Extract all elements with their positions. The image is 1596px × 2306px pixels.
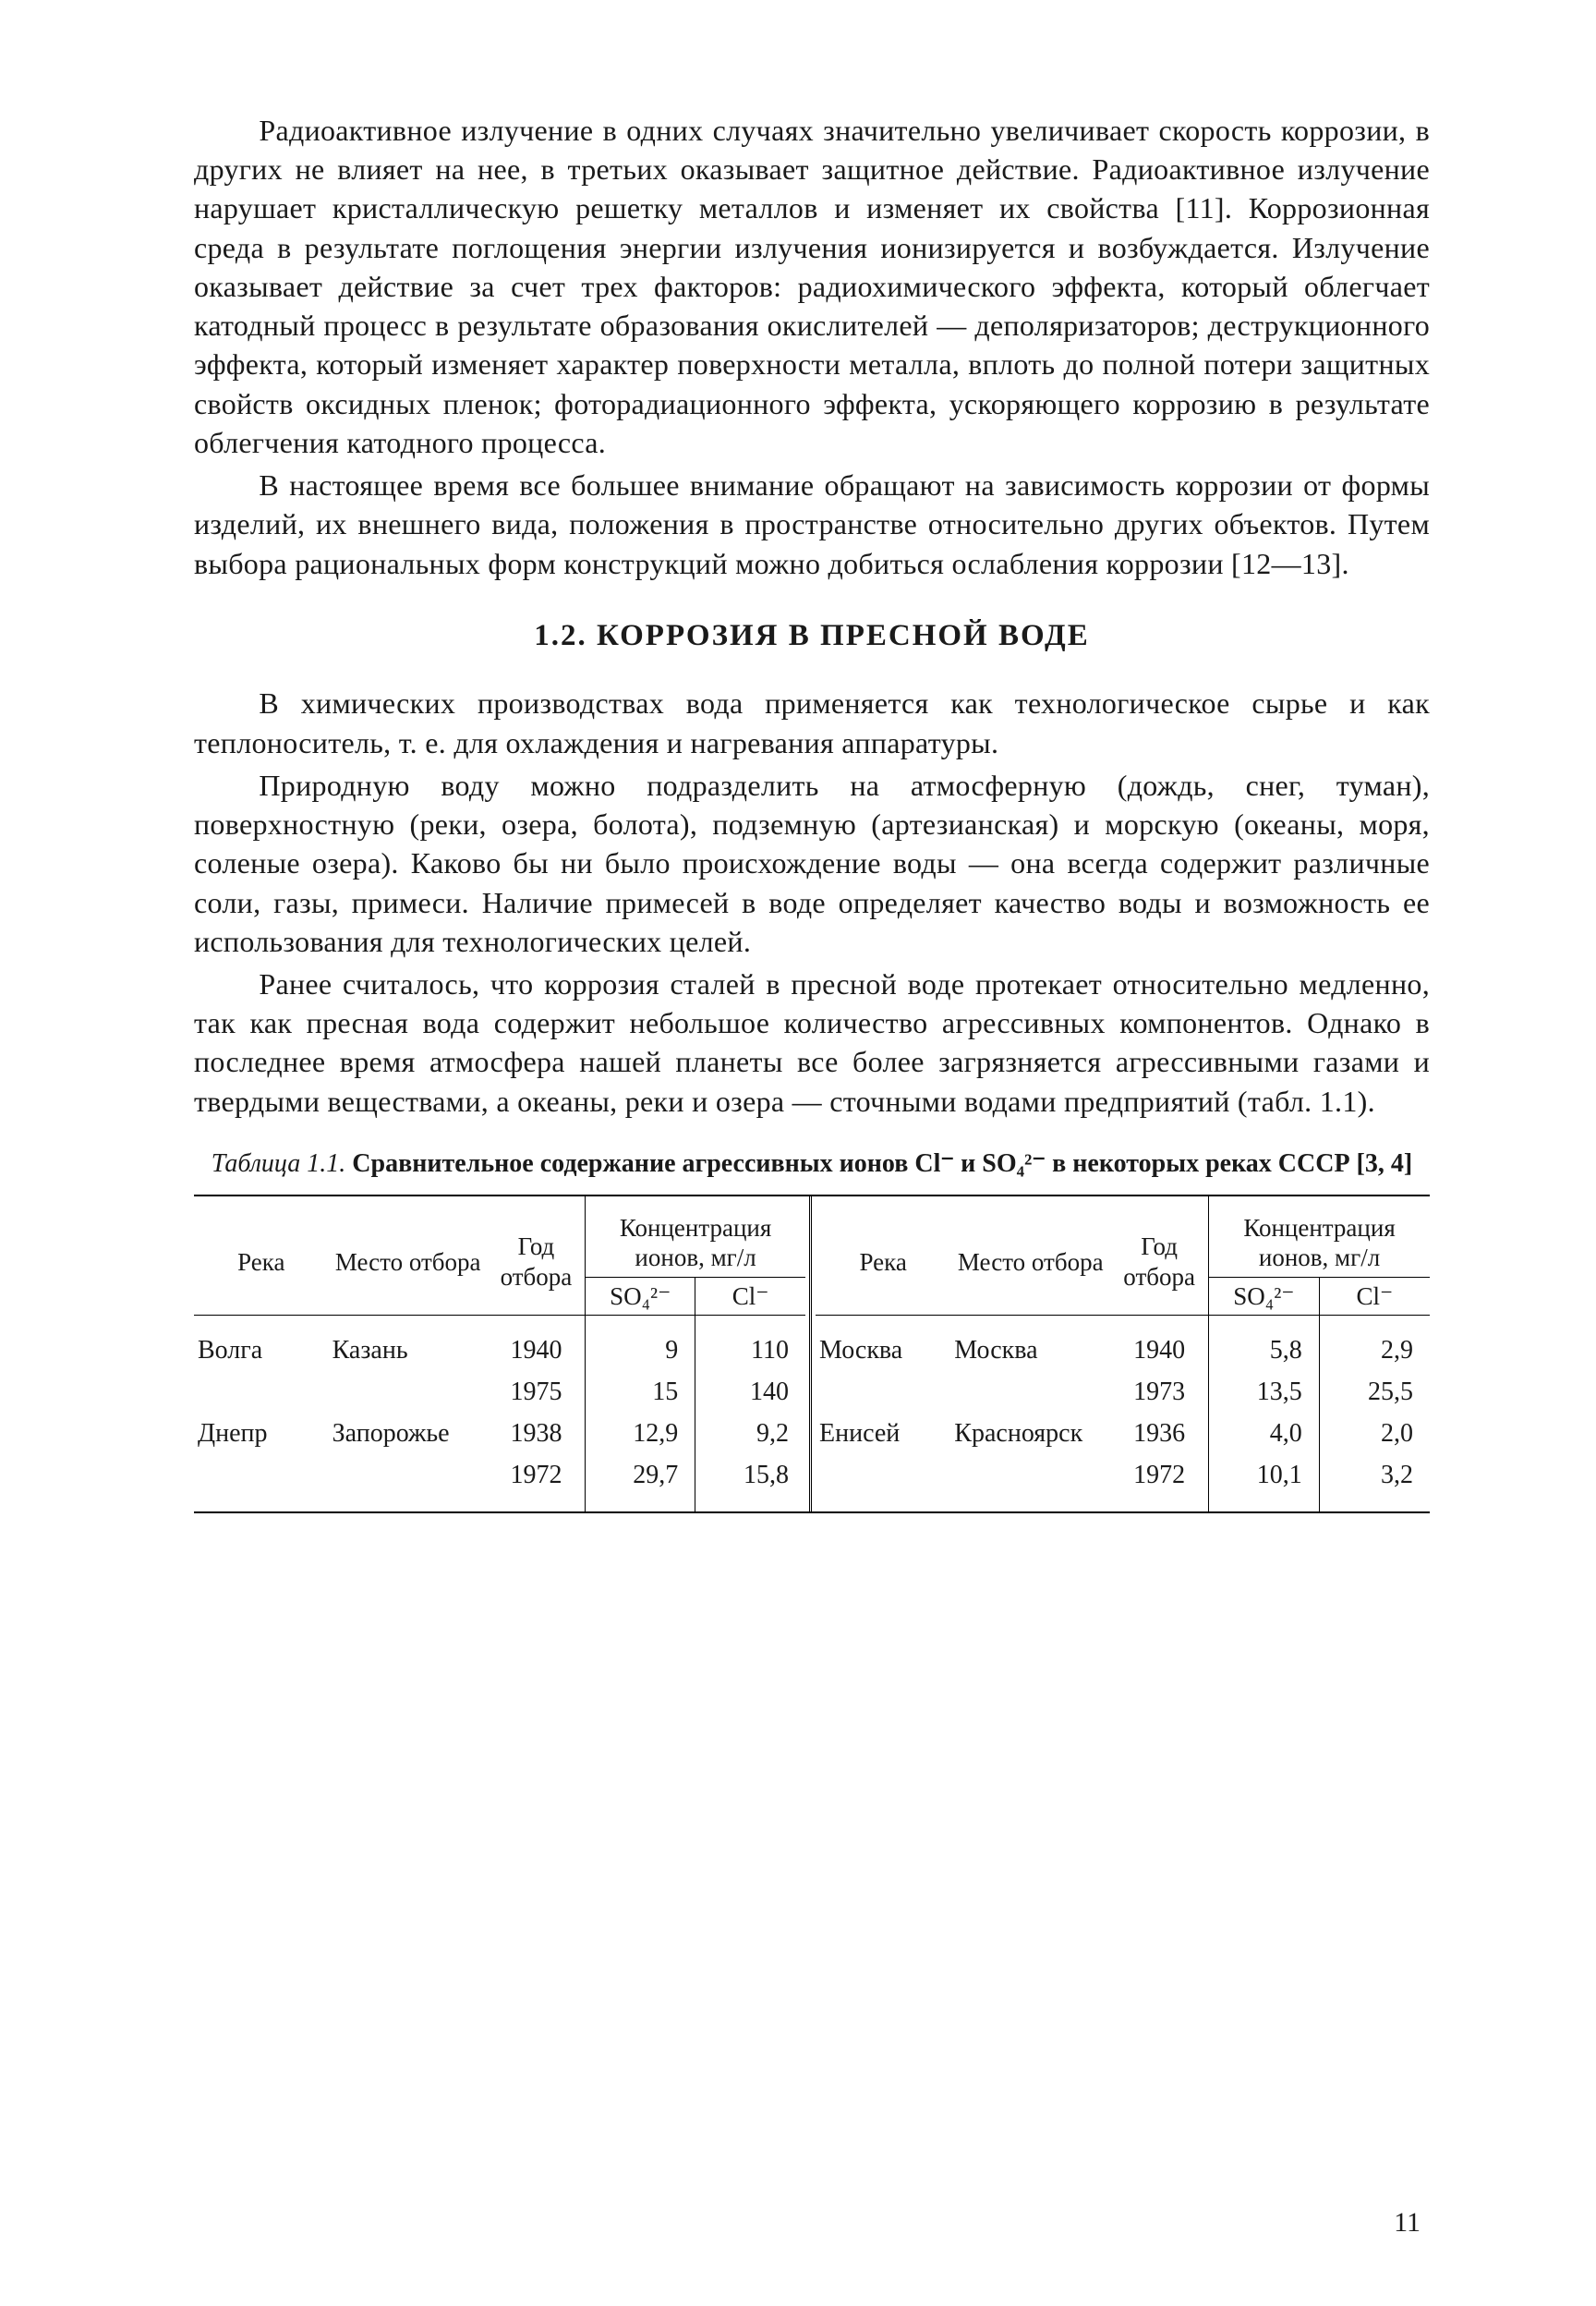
cell-cl: 2,0 <box>1319 1412 1430 1453</box>
th-conc: Концентра­ция ионов, мг/л <box>586 1196 805 1277</box>
table-row: Днепр Запо­рожье 1938 12,9 9,2 <box>194 1412 805 1453</box>
cell-place <box>329 1370 488 1412</box>
table-left-half: Река Место отбора Год отбо­ра Концентра­… <box>194 1196 812 1511</box>
cell-so4: 12,9 <box>586 1412 695 1453</box>
table-1-1: Река Место отбора Год отбо­ра Концентра­… <box>194 1195 1430 1513</box>
cell-cl: 140 <box>695 1370 805 1412</box>
cell-place <box>950 1370 1110 1412</box>
page-number: 11 <box>1394 2204 1421 2241</box>
table-body-right: Москва Москва 1940 5,8 2,9 1973 13,5 25,… <box>816 1315 1430 1511</box>
th-place: Место отбора <box>950 1196 1110 1316</box>
table-right-half: Река Место отбора Год отбо­ра Концентра­… <box>812 1196 1430 1511</box>
cell-so4: 15 <box>586 1370 695 1412</box>
cell-so4: 9 <box>586 1315 695 1369</box>
table-row: Енисей Красно­ярск 1936 4,0 2,0 <box>816 1412 1430 1453</box>
cell-river: Днепр <box>194 1412 329 1453</box>
cell-cl: 9,2 <box>695 1412 805 1453</box>
cell-cl: 3,2 <box>1319 1453 1430 1511</box>
table-caption-text: Сравнительное содержание агрессивных ион… <box>352 1149 1412 1178</box>
cell-place: Москва <box>950 1315 1110 1369</box>
cell-river <box>194 1370 329 1412</box>
cell-year: 1972 <box>1110 1453 1208 1511</box>
cell-year: 1972 <box>488 1453 586 1511</box>
th-river: Река <box>194 1196 329 1316</box>
cell-river: Волга <box>194 1315 329 1369</box>
th-cl: Cl⁻ <box>1319 1277 1430 1315</box>
cell-year: 1940 <box>488 1315 586 1369</box>
cell-so4: 5,8 <box>1209 1315 1320 1369</box>
table-head: Река Место отбора Год отбо­ра Концентра­… <box>194 1196 805 1316</box>
cell-river <box>816 1370 950 1412</box>
table-right: Река Место отбора Год отбо­ра Концентра­… <box>816 1196 1430 1511</box>
cell-river: Москва <box>816 1315 950 1369</box>
table-caption-prefix: Таблица 1.1. <box>212 1149 346 1178</box>
th-river: Река <box>816 1196 950 1316</box>
th-cl: Cl⁻ <box>695 1277 805 1315</box>
cell-cl: 15,8 <box>695 1453 805 1511</box>
scanned-page: Радиоактивное излучение в одних случаях … <box>0 0 1596 2306</box>
table-row: 1972 29,7 15,8 <box>194 1453 805 1511</box>
cell-year: 1975 <box>488 1370 586 1412</box>
th-so4: SO₄²⁻ <box>586 1277 695 1315</box>
cell-year: 1938 <box>488 1412 586 1453</box>
table-body-left: Волга Казань 1940 9 110 1975 15 140 <box>194 1315 805 1511</box>
th-year: Год отбо­ра <box>1110 1196 1208 1316</box>
cell-river: Енисей <box>816 1412 950 1453</box>
th-year: Год отбо­ра <box>488 1196 586 1316</box>
cell-year: 1973 <box>1110 1370 1208 1412</box>
th-conc: Концентра­ция ионов, мг/л <box>1209 1196 1430 1277</box>
table-head: Река Место отбора Год отбо­ра Концентра­… <box>816 1196 1430 1316</box>
table-row: 1975 15 140 <box>194 1370 805 1412</box>
table-row: 1972 10,1 3,2 <box>816 1453 1430 1511</box>
paragraph-3: В химических производствах вода применяе… <box>194 684 1430 761</box>
cell-place: Казань <box>329 1315 488 1369</box>
table-left: Река Место отбора Год отбо­ра Концентра­… <box>194 1196 805 1511</box>
paragraph-4: Природную воду можно подразделить на атм… <box>194 766 1430 961</box>
cell-place: Запо­рожье <box>329 1412 488 1453</box>
cell-so4: 13,5 <box>1209 1370 1320 1412</box>
paragraph-2: В настоящее время все большее внимание о… <box>194 466 1430 583</box>
paragraph-5: Ранее считалось, что коррозия сталей в п… <box>194 965 1430 1121</box>
table-row: Волга Казань 1940 9 110 <box>194 1315 805 1369</box>
table-caption: Таблица 1.1. Сравнительное содержание аг… <box>194 1147 1430 1182</box>
table-row: Москва Москва 1940 5,8 2,9 <box>816 1315 1430 1369</box>
cell-so4: 4,0 <box>1209 1412 1320 1453</box>
cell-cl: 110 <box>695 1315 805 1369</box>
cell-place <box>950 1453 1110 1511</box>
cell-place: Красно­ярск <box>950 1412 1110 1453</box>
th-so4: SO₄²⁻ <box>1209 1277 1320 1315</box>
cell-year: 1940 <box>1110 1315 1208 1369</box>
cell-so4: 29,7 <box>586 1453 695 1511</box>
cell-cl: 25,5 <box>1319 1370 1430 1412</box>
cell-place <box>329 1453 488 1511</box>
section-title: 1.2. КОРРОЗИЯ В ПРЕСНОЙ ВОДЕ <box>194 616 1430 657</box>
cell-so4: 10,1 <box>1209 1453 1320 1511</box>
cell-river <box>194 1453 329 1511</box>
cell-river <box>816 1453 950 1511</box>
paragraph-1: Радиоактивное излучение в одних случаях … <box>194 111 1430 462</box>
table-row: 1973 13,5 25,5 <box>816 1370 1430 1412</box>
cell-year: 1936 <box>1110 1412 1208 1453</box>
cell-cl: 2,9 <box>1319 1315 1430 1369</box>
th-place: Место отбора <box>329 1196 488 1316</box>
